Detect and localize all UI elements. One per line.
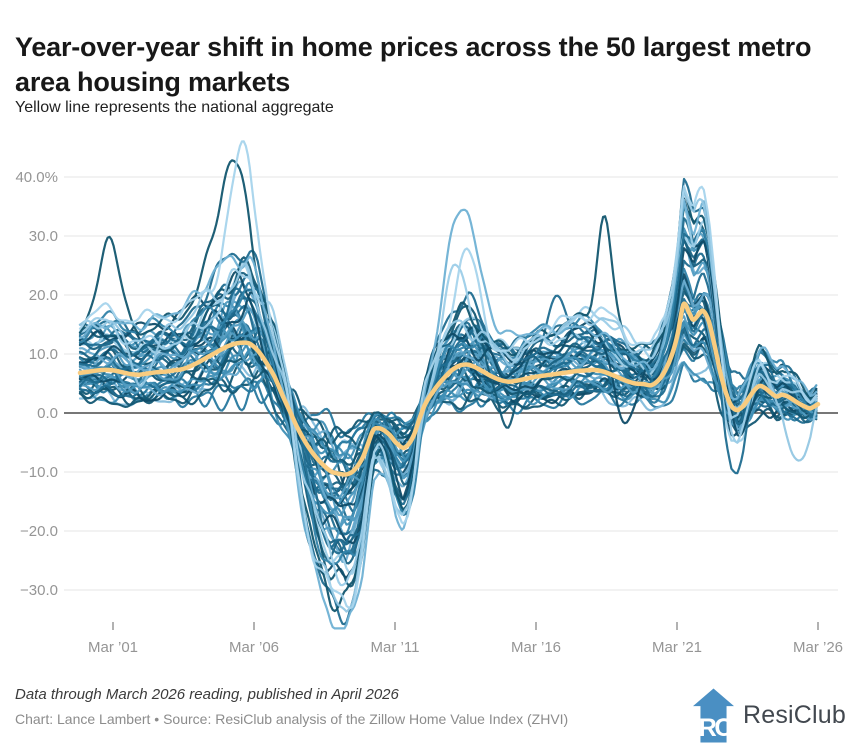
x-axis-label: Mar ’26 bbox=[793, 639, 843, 656]
y-axis-label: −20.0 bbox=[20, 523, 58, 540]
metro-line bbox=[78, 276, 818, 500]
y-axis-label: 20.0 bbox=[29, 287, 58, 304]
chart-area: Mar ’01 Mar ’06 Mar ’11 Mar ’16 Mar ’21 Mar ’… bbox=[0, 128, 860, 673]
metro-line bbox=[78, 333, 818, 459]
resiclub-logo-icon: RC bbox=[692, 687, 734, 743]
x-axis-label: Mar ’01 bbox=[88, 639, 138, 656]
y-axis-label: −30.0 bbox=[20, 582, 58, 599]
data-note: Data through March 2026 reading, publish… bbox=[15, 686, 399, 703]
y-axis-label: 10.0 bbox=[29, 346, 58, 363]
metro-line bbox=[78, 321, 818, 466]
svg-text:C: C bbox=[714, 714, 732, 742]
page-title: Year-over-year shift in home prices acro… bbox=[15, 32, 812, 97]
national-aggregate-line bbox=[77, 301, 821, 477]
x-axis-label: Mar ’21 bbox=[652, 639, 702, 656]
metro-line bbox=[78, 238, 818, 561]
line-chart-svg: Mar ’01 Mar ’06 Mar ’11 Mar ’16 Mar ’21 Mar ’… bbox=[15, 140, 843, 656]
metro-line bbox=[78, 335, 818, 463]
svg-text:R: R bbox=[699, 714, 717, 742]
metro-line bbox=[78, 140, 818, 610]
x-axis-label: Mar ’11 bbox=[371, 639, 420, 656]
chart-subtitle: Yellow line represents the national aggr… bbox=[15, 99, 334, 116]
brand-name: ResiClub bbox=[742, 700, 846, 729]
x-axis-label: Mar ’06 bbox=[229, 639, 279, 656]
metro-line bbox=[78, 238, 818, 545]
y-axis-label: 40.0% bbox=[15, 169, 58, 186]
metro-line bbox=[78, 336, 818, 452]
metro-line bbox=[78, 159, 818, 613]
y-axis-label: −10.0 bbox=[20, 464, 58, 481]
metro-line bbox=[78, 299, 818, 487]
x-axis-label: Mar ’16 bbox=[511, 639, 561, 656]
y-axis-label: 0.0 bbox=[37, 405, 58, 422]
metro-line bbox=[78, 199, 818, 587]
y-axis-label: 30.0 bbox=[29, 228, 58, 245]
source-credit: Chart: Lance Lambert • Source: ResiClub … bbox=[15, 711, 569, 727]
